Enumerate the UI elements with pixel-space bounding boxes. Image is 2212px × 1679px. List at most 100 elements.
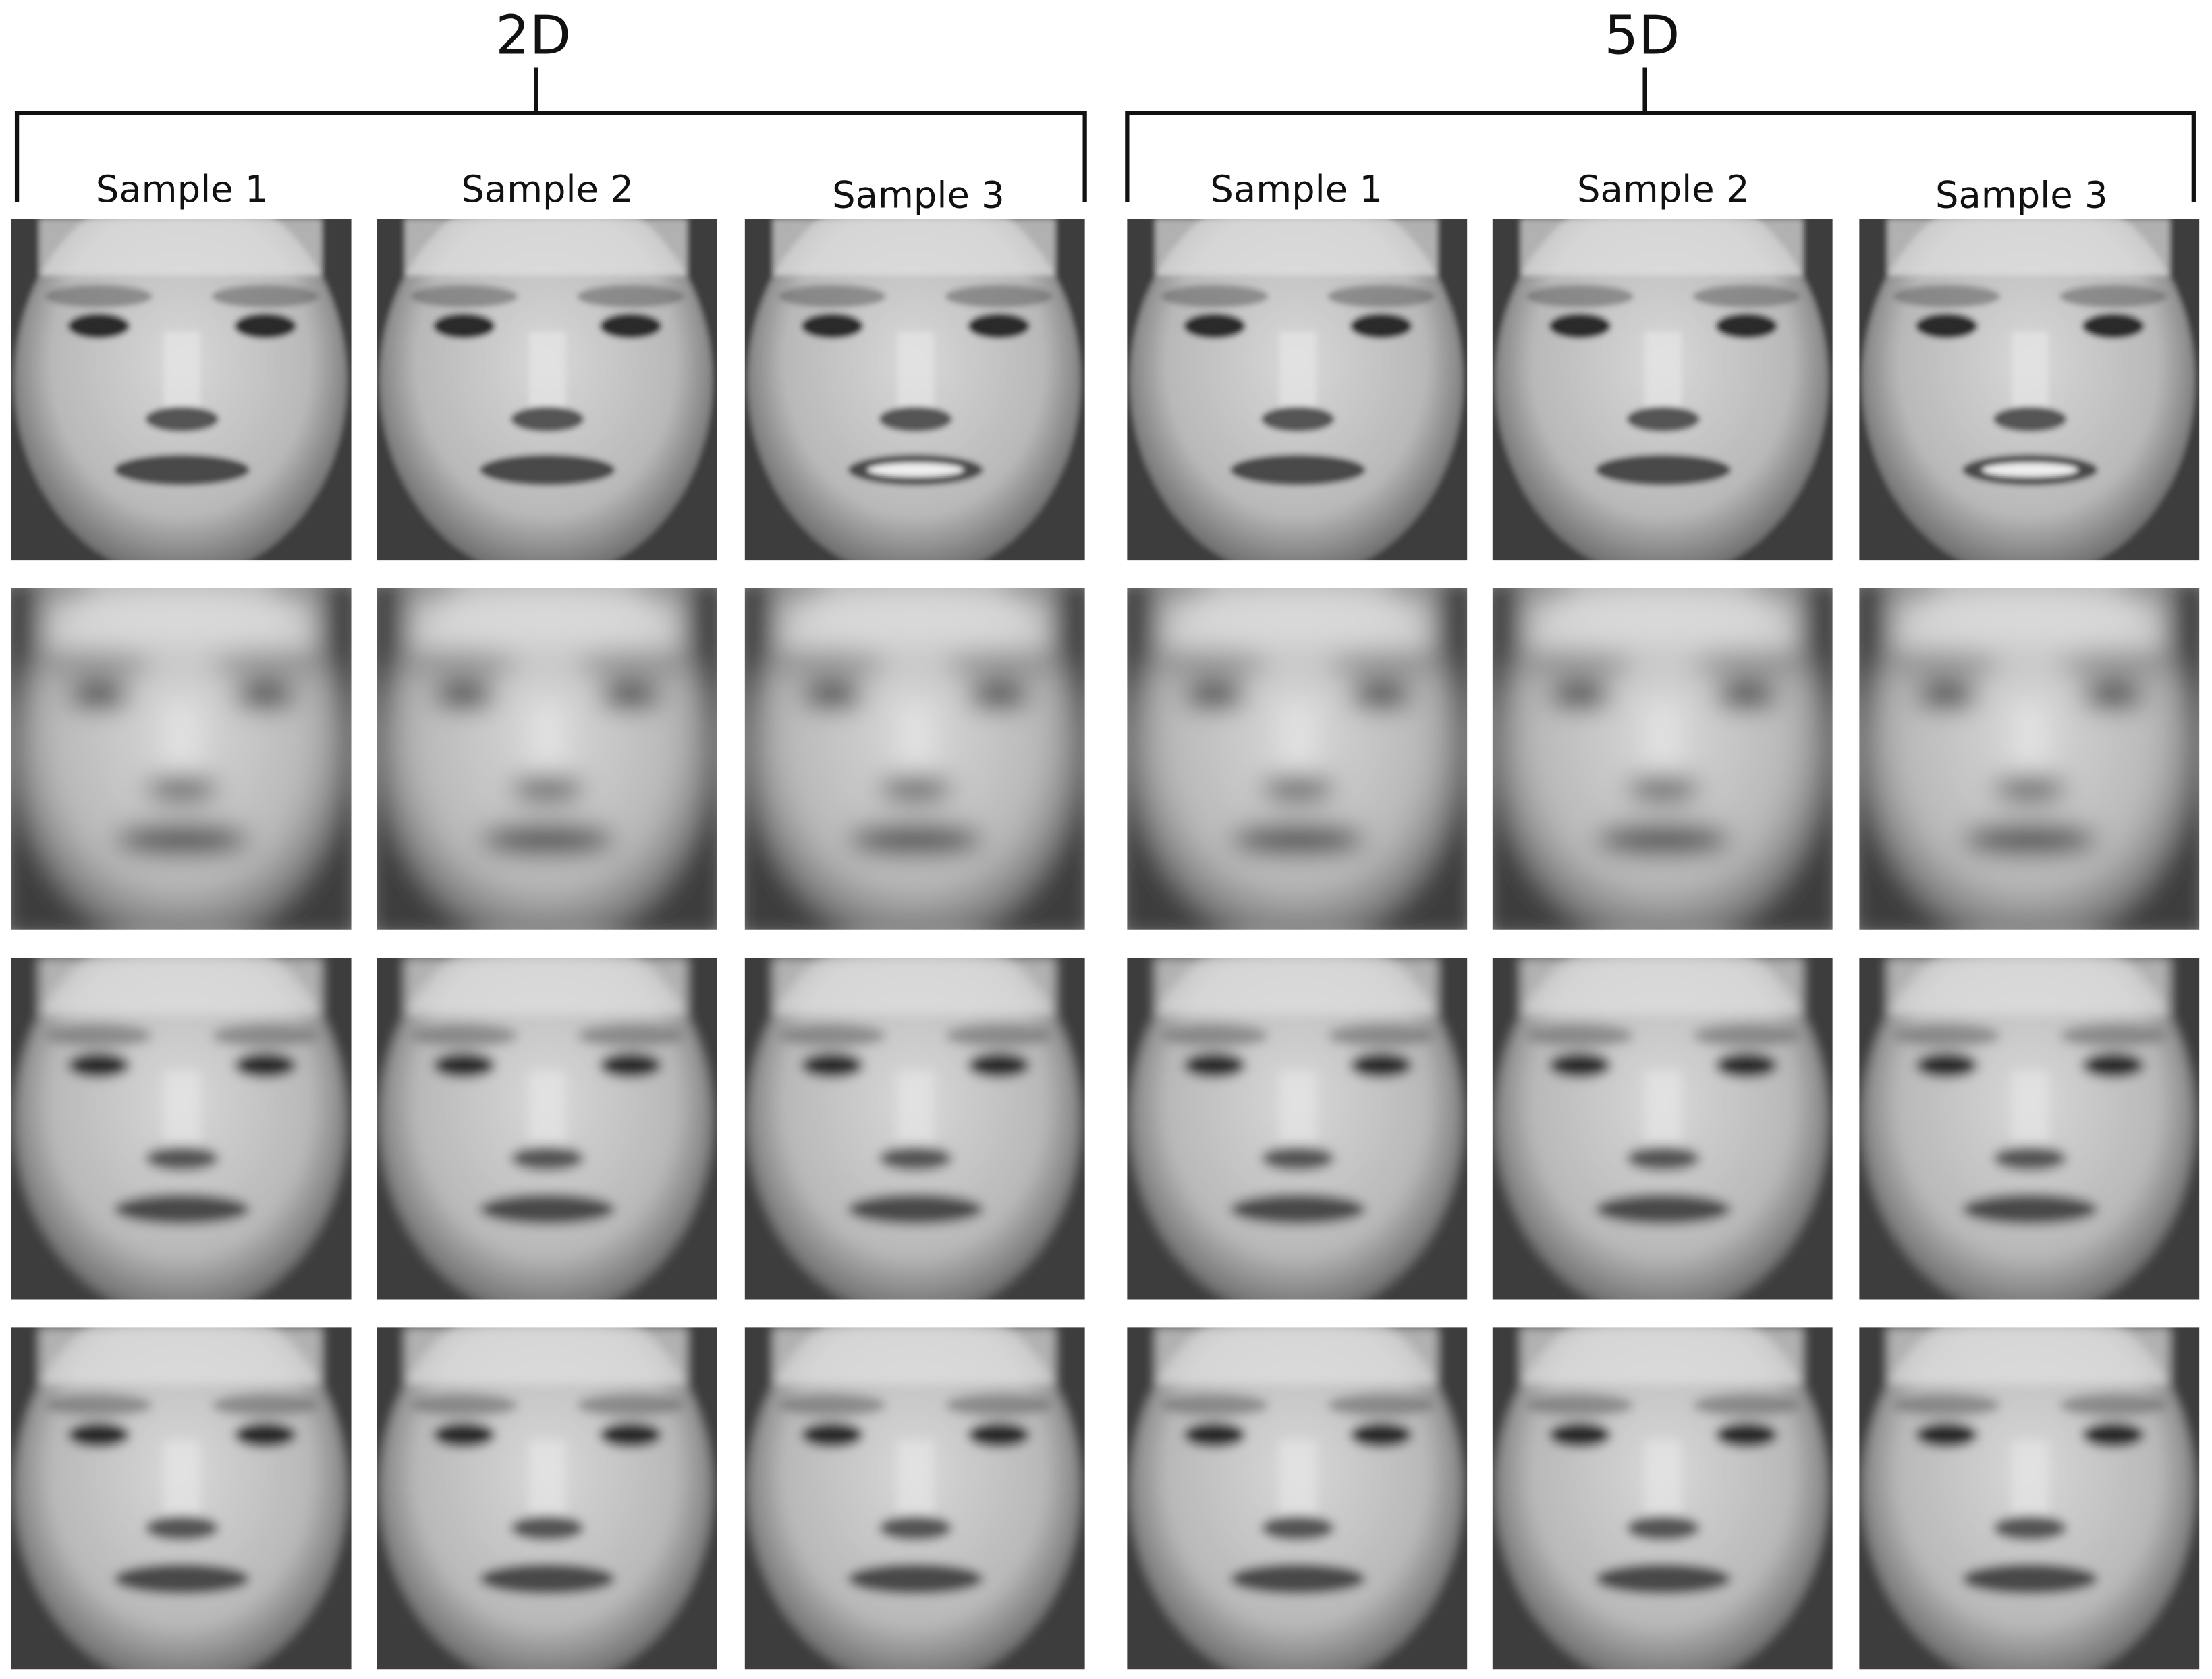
brow <box>1692 655 1800 678</box>
face-image <box>377 588 717 930</box>
nose <box>1644 1070 1682 1156</box>
nose <box>528 1440 566 1526</box>
nose <box>1279 331 1317 416</box>
column-label: Sample 1 <box>1210 168 1383 211</box>
mouth <box>848 1193 984 1225</box>
brow <box>778 1394 886 1417</box>
forehead <box>404 1327 688 1384</box>
nose <box>1279 701 1317 786</box>
nose <box>528 701 566 786</box>
eye <box>67 1052 130 1078</box>
nostrils <box>1626 1515 1701 1541</box>
face-image <box>1492 1327 1833 1670</box>
eye <box>968 313 1030 339</box>
face-image <box>377 1327 717 1670</box>
mouth <box>1229 1193 1366 1225</box>
face-content <box>1127 958 1468 1300</box>
face-image <box>1859 1327 2200 1670</box>
nostrils <box>1993 406 2067 432</box>
column-label: Sample 3 <box>832 173 1005 216</box>
eye <box>433 1422 495 1448</box>
mouth <box>114 1193 250 1225</box>
nostrils <box>1261 1145 1335 1172</box>
brow <box>945 1024 1053 1047</box>
brow <box>778 655 886 678</box>
nostrils <box>879 1145 953 1172</box>
nose <box>528 331 566 416</box>
brow <box>1161 1394 1269 1417</box>
forehead <box>1155 1327 1438 1384</box>
nose <box>1644 331 1682 416</box>
face-image <box>744 1327 1085 1670</box>
nose <box>163 1070 200 1156</box>
face-content <box>744 219 1085 561</box>
face-image <box>1859 219 2200 561</box>
brow <box>211 655 319 678</box>
mouth <box>848 1563 984 1595</box>
nostrils <box>1626 1145 1701 1172</box>
brow <box>1526 1394 1634 1417</box>
face-image <box>1127 219 1468 561</box>
nose <box>2012 1440 2049 1526</box>
mouth <box>1962 1563 2098 1595</box>
brow <box>410 1024 518 1047</box>
face-content <box>377 1327 717 1670</box>
forehead <box>39 1327 322 1384</box>
nostrils <box>145 406 219 432</box>
face-content <box>1492 219 1833 561</box>
face-content <box>1859 1327 2200 1670</box>
brow <box>211 285 319 308</box>
mouth <box>114 454 250 486</box>
face-image <box>1492 958 1833 1300</box>
face-content <box>11 219 352 561</box>
mouth <box>114 824 250 855</box>
group-title: 2D <box>495 4 571 67</box>
face-image <box>377 958 717 1300</box>
eye <box>67 313 130 339</box>
nose <box>1644 1440 1682 1526</box>
eye <box>1549 682 1611 709</box>
eye <box>1350 1422 1412 1448</box>
eye <box>234 1052 297 1078</box>
bracket <box>14 67 1087 202</box>
face-content <box>1127 588 1468 930</box>
brow <box>45 655 153 678</box>
face-content <box>11 958 352 1300</box>
brow <box>1161 285 1269 308</box>
brow <box>1327 1394 1435 1417</box>
nose <box>897 1070 934 1156</box>
forehead <box>404 588 688 645</box>
eye <box>2082 682 2145 709</box>
brow <box>1161 1024 1269 1047</box>
forehead <box>1520 588 1803 645</box>
brow <box>577 1394 684 1417</box>
eye <box>801 1422 864 1448</box>
teeth <box>867 462 964 477</box>
forehead <box>773 588 1055 645</box>
mouth <box>479 1193 615 1225</box>
brow <box>2059 1394 2167 1417</box>
face-content <box>744 588 1085 930</box>
forehead <box>1155 588 1438 645</box>
brow <box>577 655 684 678</box>
forehead <box>1887 588 2170 645</box>
nose <box>1279 1440 1317 1526</box>
nostrils <box>510 775 584 802</box>
brow <box>45 1394 153 1417</box>
nose <box>2012 331 2049 416</box>
nostrils <box>1626 775 1701 802</box>
brow <box>45 1024 153 1047</box>
face-image <box>1492 219 1833 561</box>
eye <box>67 1422 130 1448</box>
nose <box>2012 701 2049 786</box>
brow <box>45 285 153 308</box>
eye <box>1915 1422 1978 1448</box>
brow <box>1893 285 2001 308</box>
nose <box>1644 701 1682 786</box>
brow <box>410 285 518 308</box>
face-content <box>1492 958 1833 1300</box>
nose <box>2012 1070 2049 1156</box>
nostrils <box>145 1145 219 1172</box>
forehead <box>1887 219 2170 275</box>
